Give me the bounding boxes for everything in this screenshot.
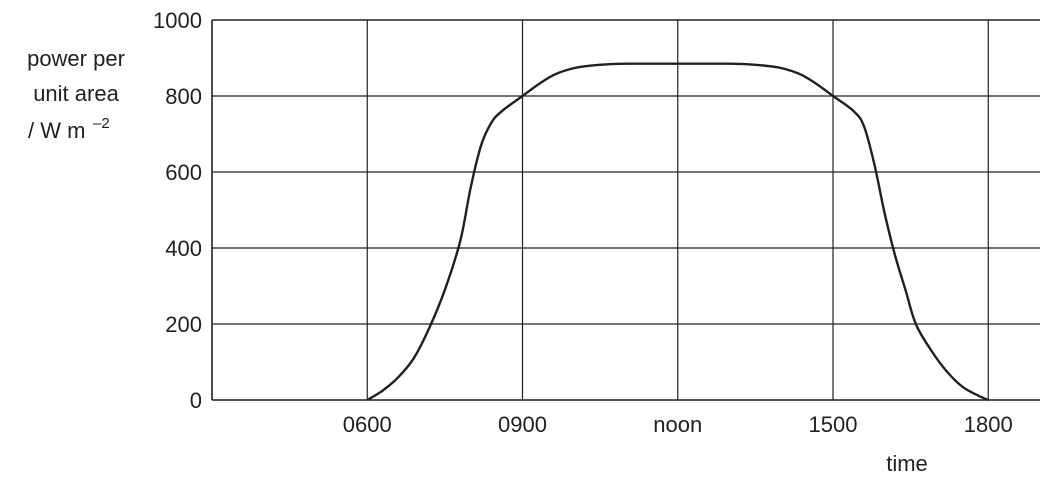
y-tick-labels: 0 200 400 600 800 1000	[153, 8, 202, 413]
y-tick-label: 1000	[153, 8, 202, 33]
y-tick-label: 800	[165, 84, 202, 109]
plot-frame	[211, 19, 1040, 401]
x-tick-label: 1500	[809, 412, 858, 437]
y-tick-label: 400	[165, 236, 202, 261]
x-tick-label: 0600	[343, 412, 392, 437]
x-tick-label: 1800	[964, 412, 1013, 437]
y-axis-label-line-1: power per	[27, 46, 125, 71]
y-axis-label-line-3: / W m	[28, 118, 85, 143]
y-tick-label: 200	[165, 312, 202, 337]
y-tick-label: 600	[165, 160, 202, 185]
series-line-power	[366, 62, 989, 402]
y-axis-label-superscript: –2	[93, 115, 110, 132]
grid-lines	[212, 20, 1040, 400]
series-layer	[366, 62, 989, 402]
x-tick-label: 0900	[498, 412, 547, 437]
y-tick-label: 0	[190, 388, 202, 413]
x-tick-labels: 0600 0900 noon 1500 1800	[343, 412, 1013, 437]
y-axis-label-line-2: unit area	[33, 81, 119, 106]
x-axis-label: time	[886, 451, 928, 476]
x-tick-label: noon	[653, 412, 702, 437]
